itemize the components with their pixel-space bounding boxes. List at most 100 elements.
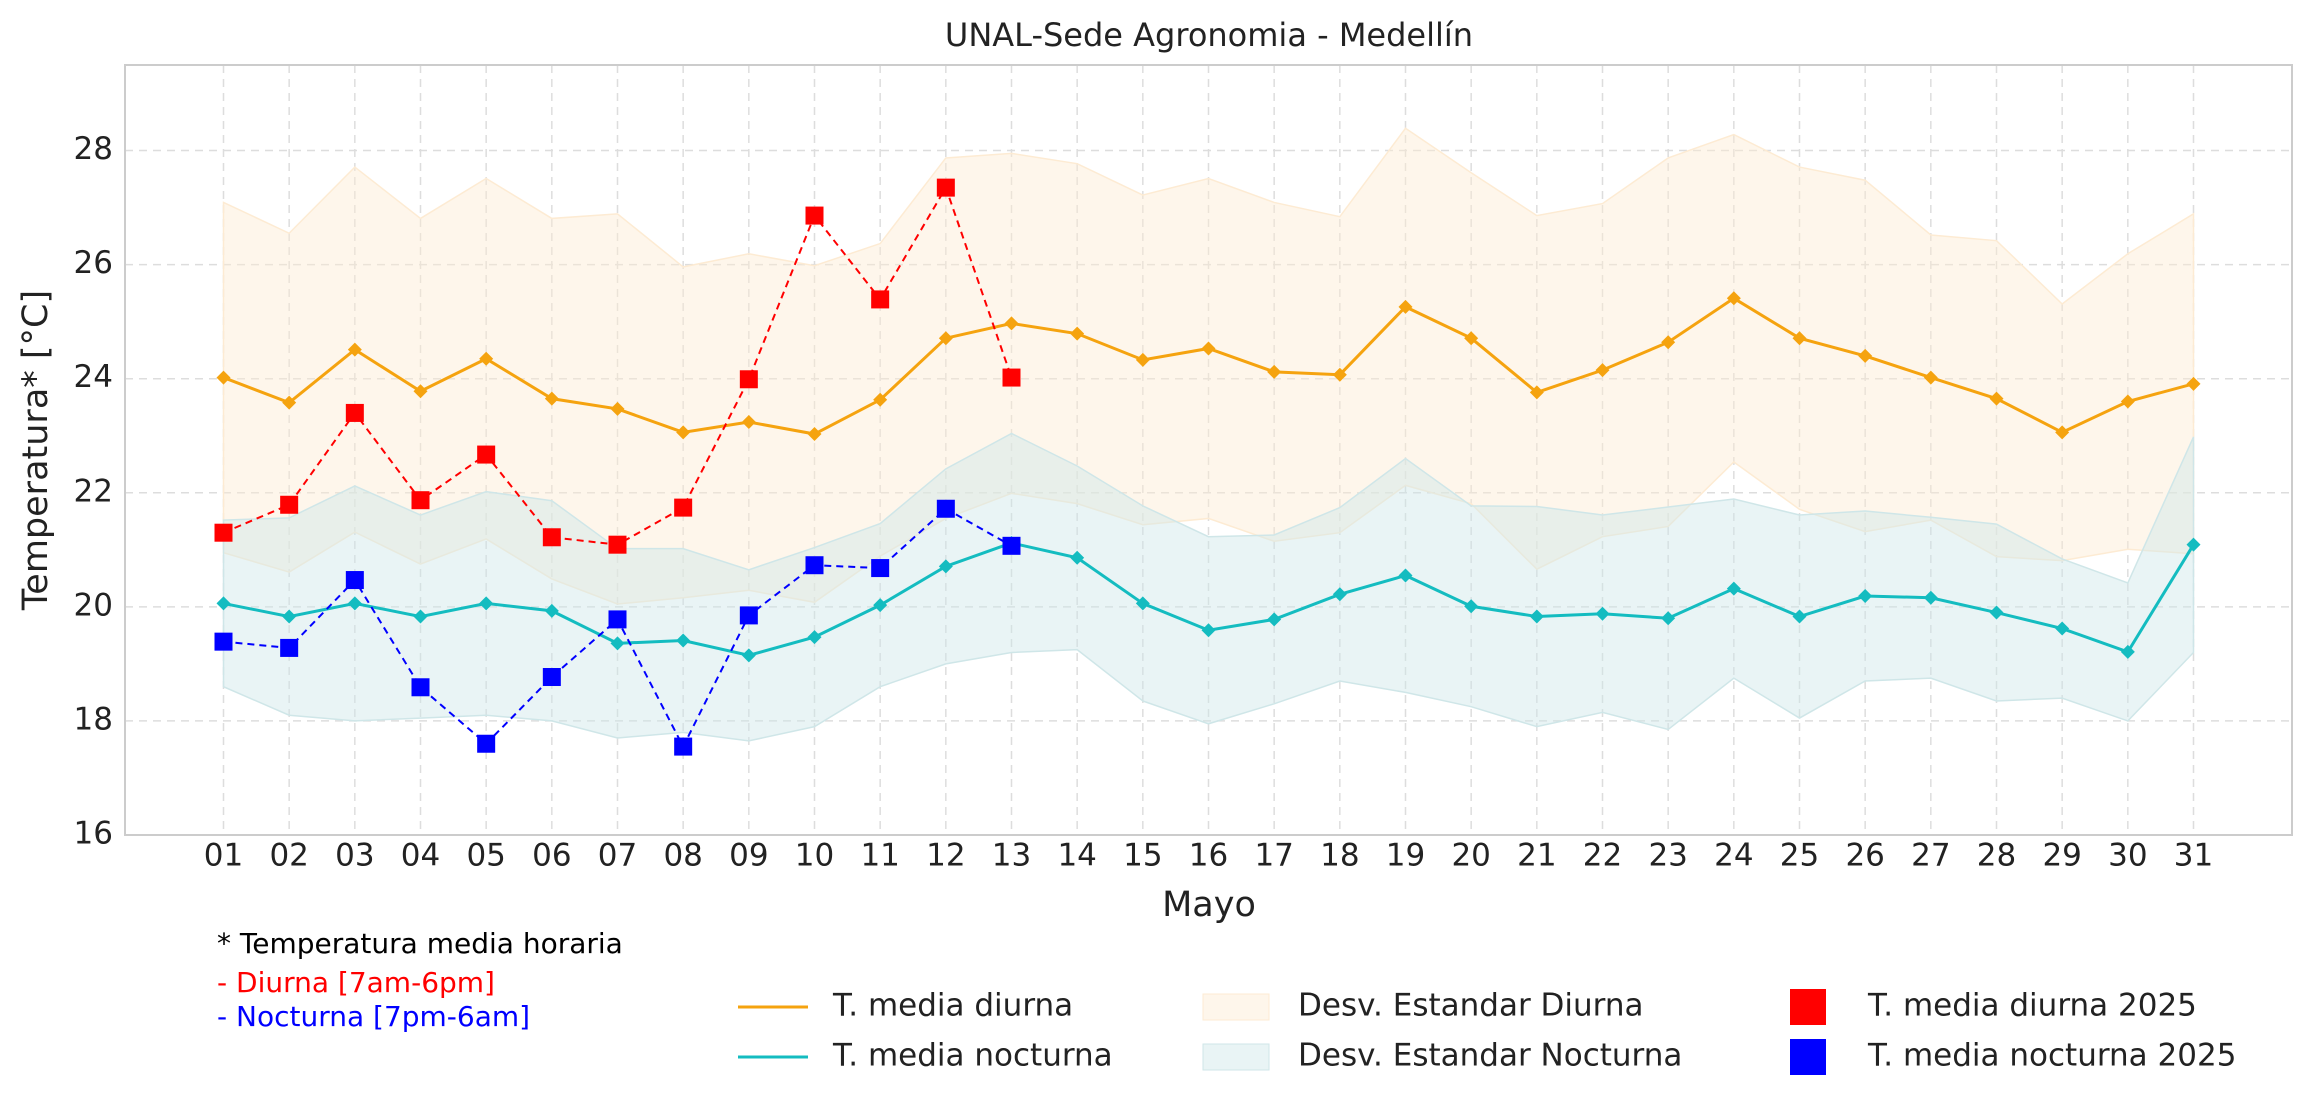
diamond-marker — [1989, 391, 2004, 406]
diamond-marker — [2186, 537, 2201, 552]
square-marker — [214, 632, 233, 651]
square-marker — [739, 370, 758, 389]
diamond-marker — [2055, 425, 2070, 440]
diamond-marker — [1858, 589, 1873, 604]
diamond-marker — [873, 598, 888, 613]
diamond-marker — [676, 425, 691, 440]
y-tick-label: 22 — [74, 473, 113, 509]
diamond-marker — [1398, 299, 1413, 314]
diamond-marker — [2120, 394, 2135, 409]
diamond-marker — [1464, 599, 1479, 614]
square-marker — [1002, 368, 1021, 387]
square-marker — [936, 178, 955, 197]
x-tick-label: 30 — [2108, 838, 2147, 874]
x-tick-label: 12 — [926, 838, 965, 874]
diamond-marker — [1332, 587, 1347, 602]
x-tick-label: 04 — [401, 838, 440, 874]
legend-swatch — [1202, 1043, 1270, 1071]
x-tick-label: 16 — [1189, 838, 1228, 874]
diamond-marker — [873, 392, 888, 407]
y-tick-label: 26 — [74, 245, 113, 281]
diamond-marker — [413, 384, 428, 399]
diamond-marker — [347, 342, 362, 357]
square-marker — [345, 571, 364, 590]
y-tick-label: 28 — [74, 131, 113, 167]
plot-frame — [124, 64, 2293, 836]
diamond-marker — [282, 609, 297, 624]
x-tick-label: 21 — [1517, 838, 1556, 874]
x-tick-label: 27 — [1911, 838, 1950, 874]
diamond-marker — [1398, 568, 1413, 583]
x-tick-label: 14 — [1057, 838, 1096, 874]
diamond-marker — [1661, 611, 1676, 626]
diamond-marker — [1332, 367, 1347, 382]
legend-swatch — [1790, 1039, 1826, 1075]
legend-swatch — [1202, 993, 1270, 1021]
diamond-marker — [479, 596, 494, 611]
x-tick-label: 23 — [1648, 838, 1687, 874]
square-marker — [674, 737, 693, 756]
diamond-marker — [1070, 326, 1085, 341]
diamond-marker — [1004, 316, 1019, 331]
legend-label: T. media diurna — [832, 988, 1073, 1024]
square-marker — [542, 528, 561, 547]
square-marker — [477, 445, 496, 464]
x-tick-label: 24 — [1714, 838, 1753, 874]
diamond-marker — [544, 603, 559, 618]
x-tick-label: 28 — [1977, 838, 2016, 874]
legend-label: T. media diurna 2025 — [1867, 988, 2197, 1024]
x-tick-label: 02 — [269, 838, 308, 874]
x-tick-label: 25 — [1780, 838, 1819, 874]
chart-title: UNAL-Sede Agronomia - Medellín — [945, 16, 1473, 54]
square-marker — [280, 495, 299, 514]
y-tick-label: 24 — [74, 359, 113, 395]
x-tick-label: 20 — [1451, 838, 1490, 874]
x-tick-label: 01 — [204, 838, 243, 874]
x-tick-label: 10 — [795, 838, 834, 874]
diamond-marker — [2186, 376, 2201, 391]
diamond-marker — [1135, 352, 1150, 367]
diamond-marker — [1529, 609, 1544, 624]
square-marker — [871, 559, 890, 578]
diamond-marker — [1792, 331, 1807, 346]
x-tick-label: 03 — [335, 838, 374, 874]
diamond-marker — [938, 331, 953, 346]
x-tick-label: 18 — [1320, 838, 1359, 874]
diamond-marker — [216, 596, 231, 611]
legend-label: T. media nocturna 2025 — [1867, 1038, 2236, 1074]
diamond-marker — [1201, 341, 1216, 356]
diamond-marker — [1858, 348, 1873, 363]
x-tick-label: 11 — [860, 838, 899, 874]
y-axis-label: Temperatura* [°C] — [16, 290, 56, 611]
x-tick-label: 29 — [2042, 838, 2081, 874]
x-tick-label: 26 — [1845, 838, 1884, 874]
diamond-marker — [610, 636, 625, 651]
legend-swatch — [1790, 989, 1826, 1025]
diamond-marker — [1201, 623, 1216, 638]
legend-label: Desv. Estandar Diurna — [1298, 988, 1644, 1024]
square-marker — [608, 610, 627, 629]
diamond-marker — [1661, 335, 1676, 350]
x-tick-label: 09 — [729, 838, 768, 874]
x-tick-label: 31 — [2174, 838, 2213, 874]
diamond-marker — [1923, 590, 1938, 605]
square-marker — [936, 499, 955, 518]
square-marker — [674, 498, 693, 517]
square-marker — [805, 206, 824, 225]
diamond-marker — [2055, 621, 2070, 636]
diamond-marker — [1923, 370, 1938, 385]
diamond-marker — [413, 609, 428, 624]
legend-label: Desv. Estandar Nocturna — [1298, 1038, 1682, 1074]
x-tick-label: 17 — [1254, 838, 1293, 874]
x-tick-label: 07 — [598, 838, 637, 874]
diamond-marker — [807, 630, 822, 645]
x-axis-label: Mayo — [1162, 885, 1256, 925]
diamond-marker — [1529, 385, 1544, 400]
diamond-marker — [1726, 291, 1741, 306]
diamond-marker — [741, 415, 756, 430]
diamond-marker — [1989, 605, 2004, 620]
y-tick-label: 18 — [74, 701, 113, 737]
square-marker — [345, 403, 364, 422]
diamond-marker — [479, 351, 494, 366]
